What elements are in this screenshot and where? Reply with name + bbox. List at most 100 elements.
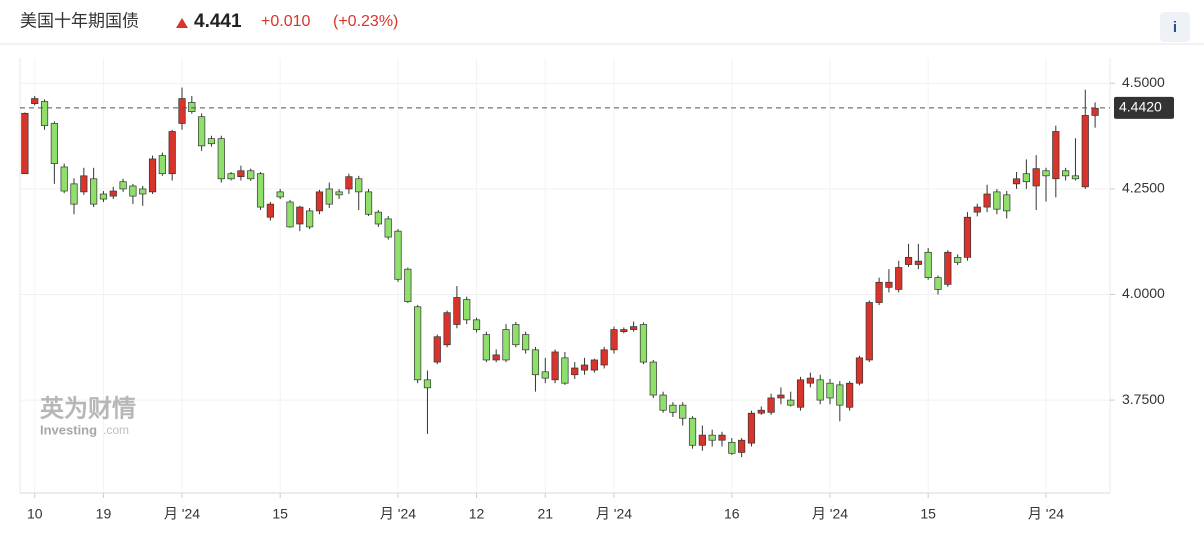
candle-body bbox=[1022, 173, 1030, 183]
candle-body bbox=[168, 131, 176, 175]
candle-body bbox=[1062, 170, 1070, 177]
candle-body bbox=[639, 324, 648, 363]
candle-body bbox=[963, 216, 972, 258]
candle-body bbox=[325, 188, 333, 205]
candle-body bbox=[80, 175, 88, 193]
candle-body bbox=[404, 268, 412, 303]
candle-body bbox=[148, 158, 157, 193]
candle-body bbox=[482, 334, 490, 361]
header-change-pct: (+0.23%) bbox=[333, 13, 398, 30]
candle-body bbox=[315, 191, 324, 212]
x-tick-label: 月 '24 bbox=[596, 506, 632, 522]
candle-body bbox=[649, 361, 657, 396]
candle-body bbox=[433, 336, 441, 363]
candle-body bbox=[669, 404, 677, 413]
candle-body bbox=[227, 173, 235, 180]
candle-body bbox=[60, 166, 68, 192]
info-icon[interactable]: i bbox=[1173, 19, 1177, 36]
candle-body bbox=[70, 183, 78, 205]
candle-body bbox=[1091, 107, 1099, 116]
candle-body bbox=[885, 281, 893, 288]
candle-body bbox=[1081, 115, 1089, 188]
candle-body bbox=[728, 441, 736, 454]
candle-body bbox=[531, 349, 540, 376]
watermark-domain: .com bbox=[103, 423, 129, 437]
x-tick-label: 10 bbox=[27, 506, 43, 522]
candle-body bbox=[40, 101, 49, 126]
candle-body bbox=[296, 206, 304, 225]
y-tick-label: 4.5000 bbox=[1122, 74, 1165, 90]
candle-body bbox=[178, 98, 186, 124]
candle-body bbox=[767, 397, 775, 413]
info-button[interactable] bbox=[1160, 12, 1190, 42]
candle-body bbox=[777, 394, 785, 399]
candle-body bbox=[345, 176, 353, 190]
x-tick-label: 16 bbox=[724, 506, 740, 522]
candle-body bbox=[855, 357, 864, 384]
candle-body bbox=[207, 138, 216, 145]
candles: 4.4420 bbox=[20, 87, 1174, 458]
candle-body bbox=[1071, 175, 1080, 180]
candle-body bbox=[934, 277, 942, 290]
candle-body bbox=[237, 170, 245, 178]
x-tick-label: 月 '24 bbox=[1028, 506, 1064, 522]
x-tick-label: 15 bbox=[920, 506, 936, 522]
watermark-name: 英为财情 bbox=[40, 395, 136, 422]
candle-body bbox=[1003, 194, 1011, 212]
candle-body bbox=[99, 193, 108, 200]
candle-body bbox=[924, 251, 932, 278]
candle-body bbox=[512, 324, 520, 346]
candle-body bbox=[129, 185, 137, 197]
candle-body bbox=[787, 399, 795, 406]
up-arrow bbox=[176, 18, 188, 28]
candle-body bbox=[414, 306, 422, 381]
candle-body bbox=[875, 281, 883, 303]
candle-body bbox=[286, 201, 294, 228]
x-tick-label: 月 '24 bbox=[380, 506, 416, 522]
candle-body bbox=[276, 191, 284, 198]
candle-body bbox=[522, 334, 530, 351]
candle-body bbox=[335, 191, 343, 196]
candle-body bbox=[796, 379, 805, 408]
candle-body bbox=[836, 384, 844, 406]
candle-body bbox=[580, 364, 589, 371]
watermark-brand: Investing bbox=[40, 422, 97, 437]
x-tick-label: 15 bbox=[272, 506, 288, 522]
candle-body bbox=[865, 302, 873, 361]
candle-body bbox=[846, 382, 854, 408]
candle-body bbox=[364, 191, 373, 215]
x-tick-label: 21 bbox=[537, 506, 553, 522]
candle-body bbox=[993, 191, 1001, 210]
candle-body bbox=[119, 181, 127, 190]
x-tick-label: 月 '24 bbox=[812, 506, 848, 522]
candle-body bbox=[590, 359, 598, 371]
candle-body bbox=[256, 173, 265, 208]
candle-body bbox=[600, 349, 608, 366]
candle-body bbox=[688, 417, 697, 446]
x-tick-label: 12 bbox=[469, 506, 485, 522]
candle-body bbox=[1032, 168, 1040, 187]
candle-body bbox=[738, 439, 746, 453]
candle-body bbox=[1042, 170, 1050, 177]
candle-body bbox=[914, 260, 922, 265]
candle-body bbox=[374, 211, 382, 225]
candle-body bbox=[747, 412, 756, 444]
y-tick-label: 4.0000 bbox=[1122, 285, 1165, 301]
x-tick-label: 月 '24 bbox=[164, 506, 200, 522]
candle-body bbox=[571, 367, 579, 376]
candle-body bbox=[954, 256, 962, 263]
candle-body bbox=[50, 123, 58, 164]
candle-body bbox=[679, 404, 687, 419]
candle-body bbox=[355, 178, 363, 193]
candle-body bbox=[973, 206, 981, 213]
candle-body bbox=[139, 188, 147, 195]
candle-body bbox=[541, 371, 549, 379]
candle-body bbox=[610, 329, 618, 351]
candle-body bbox=[659, 394, 667, 411]
candle-body bbox=[21, 112, 29, 175]
candle-body bbox=[630, 326, 638, 330]
candle-body bbox=[904, 256, 913, 265]
candle-body bbox=[453, 297, 461, 325]
